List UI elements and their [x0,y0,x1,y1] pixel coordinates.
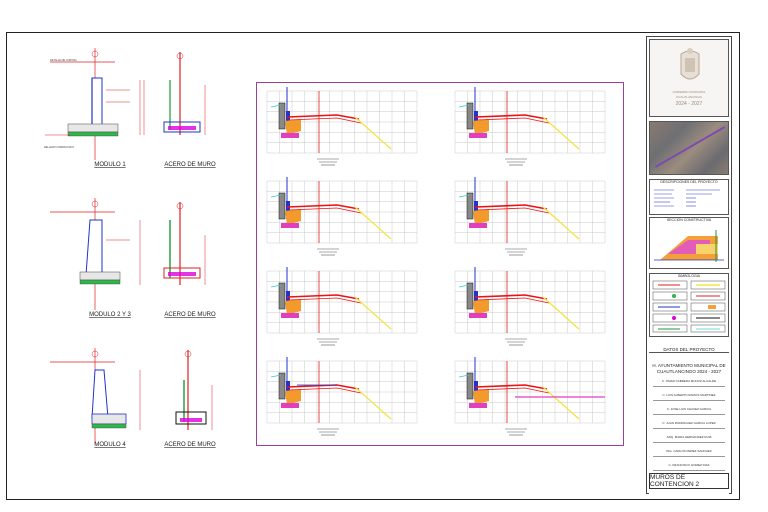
staff-row: C. OMAR CABRERA MUNOZ ALCALDE [653,375,725,387]
cross-section-2 [454,87,606,166]
caption-1: MODULO 1 [94,162,126,168]
staff-row: C. LUIS ALBERTO RAMOS MARTINEZ [653,389,725,401]
cross-section-1 [266,87,418,166]
staff-row: C. FRANCISCO GOMEZ DIAZ [653,459,725,471]
staff-row: C. JUAN RODRIGUEZ GARCIA LOPEZ [653,417,725,429]
project-data-header: DATOS DEL PROYECTO [649,347,729,353]
detail-row-3 [50,348,213,445]
detail-row-1: DETALLE DE CORONA RELLENO COMPACTADO [44,48,206,160]
location-map [649,121,729,175]
construction-section-box: SECCION CONSTRUCTIVA [649,217,729,269]
project-line-1: H. AYUNTAMIENTO MUNICIPAL DE [652,363,726,368]
staff-row: ING. CARLOS PEREZ SANCHEZ [653,445,725,457]
logo-box: GOBIERNO MUNICIPAL CUAUTLANCINGO 2024 - … [649,39,729,117]
cross-section-8 [454,357,606,436]
cross-section-7 [266,357,418,436]
logo-line-1: GOBIERNO MUNICIPAL [672,90,706,94]
wall-details: DETALLE DE CORONA RELLENO COMPACTADO MOD… [44,48,216,448]
cross-section-3 [266,177,418,256]
municipal-crest-icon [680,48,700,80]
section-header: SECCION CONSTRUCTIVA [666,218,712,222]
project-desc-lines [649,353,729,363]
cross-section-4 [454,177,606,256]
caption-3: MODULO 4 [94,442,126,448]
staff-row: ARQ. MARIA HERNANDEZ RUIZ [653,431,725,443]
caption-1b: ACERO DE MURO [164,162,216,168]
title-block: GOBIERNO MUNICIPAL CUAUTLANCINGO 2024 - … [646,36,732,495]
project-data-box: DATOS DEL PROYECTO H. AYUNTAMIENTO MUNIC… [649,347,729,495]
svg-text:DETALLE DE CORONA: DETALLE DE CORONA [50,59,77,62]
logo-line-3: 2024 - 2027 [675,101,703,107]
svg-text:RELLENO COMPACTADO: RELLENO COMPACTADO [44,146,74,149]
sheet-title: MUROS DE CONTENCION 2 [649,473,729,489]
legend-box: SIMBOLOGIA [649,273,729,337]
staff-row: C. JOSE LUIS CHAVEZ GARCIA [653,403,725,415]
cross-section-6 [454,267,606,346]
project-line-2: CUAUTLANCINGO 2024 - 2027 [656,369,722,374]
caption-2b: ACERO DE MURO [164,312,216,318]
sections-panel [256,82,624,446]
detail-row-2 [50,198,206,310]
cross-section-5 [266,267,418,346]
caption-3b: ACERO DE MURO [164,442,216,448]
description-header: DESCRIPCIONES DEL PROYECTO [660,180,718,184]
legend-header: SIMBOLOGIA [678,274,700,278]
logo-line-2: CUAUTLANCINGO [675,95,702,99]
description-box: DESCRIPCIONES DEL PROYECTO [649,179,729,215]
caption-2: MODULO 2 Y 3 [89,312,131,318]
